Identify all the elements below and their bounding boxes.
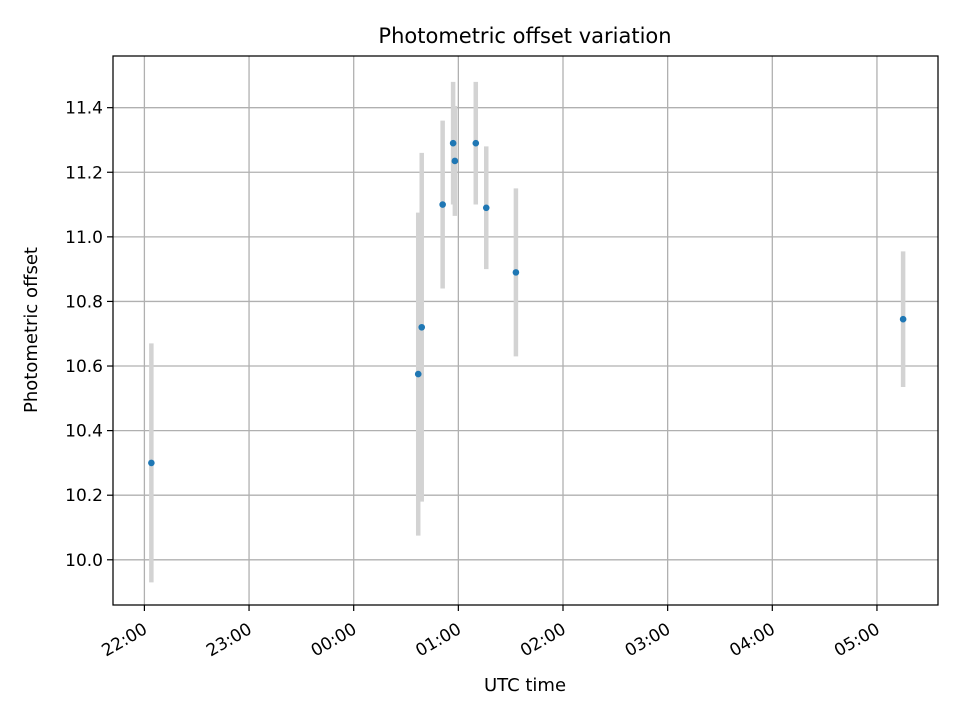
- plot-frame: [112, 55, 939, 606]
- data-point: [414, 370, 422, 378]
- y-tick-label: 10.0: [65, 551, 103, 571]
- data-point: [449, 139, 457, 147]
- y-tick-label: 10.6: [65, 357, 103, 377]
- y-tick-label: 10.2: [65, 486, 103, 506]
- grid-lines: [113, 56, 938, 605]
- chart-title: Photometric offset variation: [378, 24, 671, 48]
- data-point: [418, 323, 426, 331]
- data-point: [472, 139, 480, 147]
- data-point: [482, 204, 490, 212]
- y-axis-label: Photometric offset: [21, 247, 42, 413]
- y-tick-label: 10.4: [65, 422, 103, 442]
- data-points: [148, 139, 907, 467]
- y-tick-label: 11.4: [65, 99, 103, 119]
- data-point: [512, 269, 520, 276]
- data-point: [451, 157, 459, 165]
- data-point: [899, 315, 907, 323]
- y-tick-label: 11.0: [65, 228, 103, 248]
- y-tick-label: 11.2: [65, 163, 103, 183]
- data-point: [148, 459, 155, 467]
- y-tick-label: 10.8: [65, 292, 103, 312]
- x-axis-label: UTC time: [484, 675, 566, 696]
- data-point: [439, 201, 446, 208]
- y-axis-ticks: 10.0 10.2 10.4 10.6 10.8 11.0 11.2 11.4: [65, 99, 113, 571]
